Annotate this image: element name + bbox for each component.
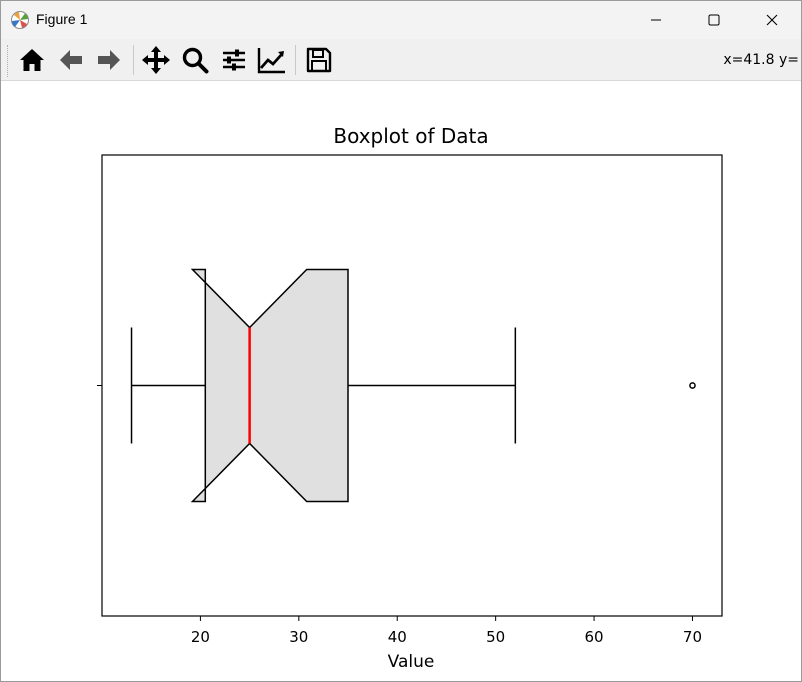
back-arrow-icon (60, 50, 82, 70)
configure-subplots-icon (223, 49, 245, 71)
boxplot-chart: Boxplot of Data 20 30 40 50 60 70 Value (97, 124, 723, 672)
notched-box (190, 268, 349, 503)
save-floppy-icon (306, 47, 332, 73)
home-icon (20, 49, 44, 71)
minimize-button[interactable] (627, 1, 685, 39)
close-button[interactable] (743, 1, 801, 39)
toolbar-separator (295, 45, 296, 75)
x-tick-label: 20 (191, 628, 210, 646)
pan-move-icon (142, 46, 170, 74)
back-button[interactable] (54, 43, 88, 77)
outlier-point (689, 382, 696, 389)
x-tick-label: 30 (289, 628, 308, 646)
zoom-magnifier-icon (182, 47, 209, 74)
save-button[interactable] (302, 43, 336, 77)
x-tick-label: 50 (486, 628, 505, 646)
edit-axis-icon (257, 48, 285, 74)
matplotlib-logo-icon (11, 11, 29, 29)
toolbar-separator (133, 45, 134, 75)
minimize-icon (651, 19, 661, 21)
title-bar: Figure 1 (1, 1, 801, 39)
navigation-toolbar: x=41.8 y= (1, 39, 801, 81)
cursor-coordinates: x=41.8 y= (723, 52, 799, 68)
maximize-button[interactable] (685, 1, 743, 39)
forward-button[interactable] (92, 43, 126, 77)
pan-button[interactable] (139, 43, 173, 77)
chart-title: Boxplot of Data (333, 124, 488, 148)
window-title: Figure 1 (36, 11, 88, 27)
forward-arrow-icon (98, 50, 120, 70)
subplots-button[interactable] (217, 43, 251, 77)
maximize-icon (708, 14, 720, 26)
zoom-button[interactable] (178, 43, 212, 77)
home-button[interactable] (15, 43, 49, 77)
x-axis-label: Value (388, 652, 435, 672)
x-tick-label: 40 (388, 628, 407, 646)
x-tick-label: 60 (585, 628, 604, 646)
figure-canvas[interactable]: Boxplot of Data 20 30 40 50 60 70 Value (1, 81, 801, 681)
axes-button[interactable] (255, 43, 289, 77)
close-icon (766, 14, 778, 26)
toolbar-grip (7, 45, 9, 77)
x-tick-label: 70 (683, 628, 702, 646)
